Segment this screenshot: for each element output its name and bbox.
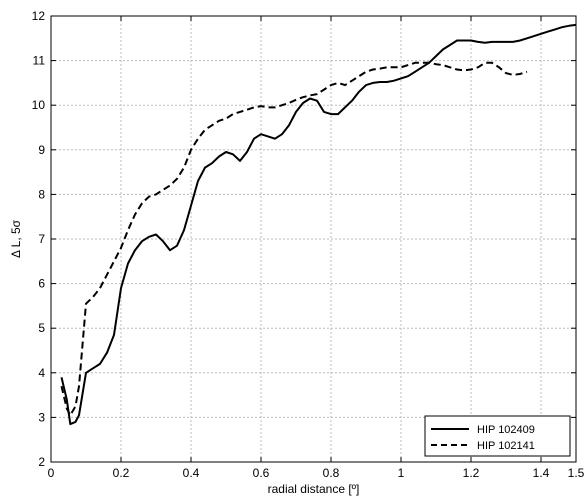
- y-tick-label: 11: [33, 54, 46, 68]
- y-axis-label: Δ L, 5σ: [9, 219, 23, 258]
- x-tick-label: 0.6: [253, 466, 270, 480]
- x-tick-label: 1.5: [568, 466, 585, 480]
- x-tick-label: 1.2: [463, 466, 480, 480]
- legend-label-hip-102409: HIP 102409: [477, 424, 535, 436]
- x-tick-label: 0.8: [323, 466, 340, 480]
- legend: HIP 102409 HIP 102141: [424, 415, 571, 457]
- y-tick-label: 3: [38, 410, 45, 424]
- y-gridlines: [51, 60, 576, 418]
- x-axis-ticks: 0 0.2 0.4 0.6 0.8 1 1.2 1.4 1.5: [48, 16, 585, 480]
- y-tick-label: 5: [38, 321, 45, 335]
- y-tick-label: 6: [38, 277, 45, 291]
- y-tick-label: 9: [38, 143, 45, 157]
- y-tick-label: 8: [38, 187, 45, 201]
- x-axis-label: radial distance [º]: [268, 482, 360, 496]
- x-tick-label: 1.4: [533, 466, 550, 480]
- y-tick-label: 4: [38, 366, 45, 380]
- legend-box: [424, 415, 571, 457]
- y-tick-label: 2: [38, 455, 45, 469]
- x-tick-label: 0.2: [113, 466, 130, 480]
- legend-label-hip-102141: HIP 102141: [477, 440, 535, 452]
- x-tick-label: 0: [48, 466, 55, 480]
- y-tick-label: 7: [38, 232, 45, 246]
- y-axis-ticks: 2 3 4 5 6 7 8 9 10 11 12: [32, 9, 576, 469]
- x-tick-label: 1: [398, 466, 405, 480]
- series-layer: [60, 23, 577, 426]
- plot-frame: [50, 15, 577, 463]
- x-tick-label: 0.4: [183, 466, 200, 480]
- series-line-hip-102409: [60, 23, 577, 426]
- y-tick-label: 12: [32, 9, 46, 23]
- series-line-hip-102141: [60, 61, 528, 417]
- y-tick-label: 10: [32, 98, 46, 112]
